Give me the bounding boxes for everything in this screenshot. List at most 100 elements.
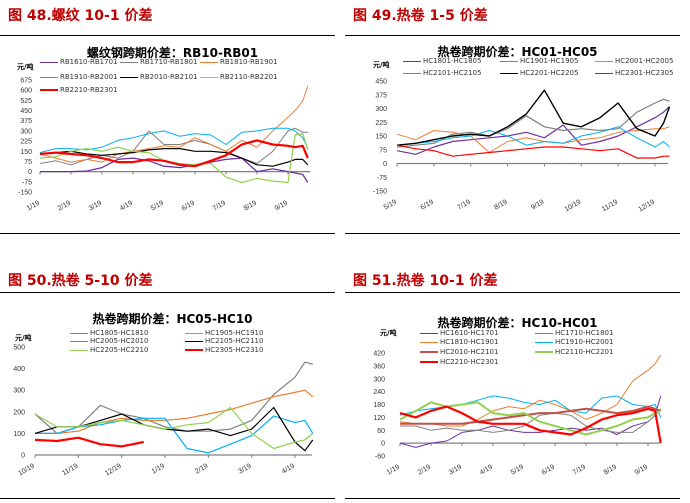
series-line-rb2010-rb2101 — [39, 148, 309, 167]
legend-item: HC2201-HC2205 — [500, 69, 578, 77]
legend-label: HC2001-HC2005 — [615, 57, 674, 65]
legend-label: HC2105-HC2110 — [205, 337, 264, 345]
legend-swatch — [40, 61, 58, 63]
y-tick-label: 0 — [28, 169, 32, 176]
series-line-hc1801-hc1805 — [396, 106, 670, 155]
y-tick-label: 300 — [20, 128, 32, 135]
legend-item: HC1801-HC1805 — [403, 57, 481, 65]
legend-label: HC1610-HC1701 — [440, 329, 499, 337]
legend-label: RB1810-RB1901 — [220, 58, 278, 66]
legend-label: HC1901-HC1905 — [520, 57, 579, 65]
legend-swatch — [40, 76, 58, 78]
x-tick-label: 11/19 — [61, 463, 79, 478]
legend-item: RB1710-RB1801 — [120, 58, 198, 66]
chart-panel-4: 图 51.热卷 10-1 价差 热卷跨期价差：HC10-HC01 元/吨 HC1610… — [345, 0, 690, 503]
legend-label: RB1910-RB2001 — [60, 73, 118, 81]
legend-label: HC1801-HC1805 — [423, 57, 482, 65]
legend-item: RB2110-RB2201 — [200, 73, 278, 81]
chart-title: 热卷跨期价差：HC10-HC01 — [437, 316, 598, 330]
y-tick-label: 225 — [375, 120, 387, 127]
y-tick-label: 300 — [373, 376, 385, 383]
bottom-rule — [345, 233, 680, 234]
legend-swatch — [70, 349, 88, 351]
legend-label: HC1910-HC2001 — [555, 338, 614, 346]
bottom-rule — [0, 233, 335, 234]
y-axis-unit: 元/吨 — [15, 334, 32, 342]
y-tick-label: 100 — [13, 431, 25, 438]
legend-swatch — [500, 72, 518, 74]
bottom-rule — [0, 498, 335, 499]
y-axis-unit: 元/吨 — [380, 329, 397, 337]
y-tick-label: 450 — [20, 108, 32, 115]
y-tick-label: 500 — [13, 345, 25, 352]
legend-label: HC2101-HC2105 — [423, 69, 482, 77]
legend-label: HC2305-HC2310 — [205, 346, 264, 354]
figure-caption: 图 49.热卷 1-5 价差 — [353, 8, 488, 24]
legend-swatch — [200, 76, 218, 78]
chart-panel-3: 图 50.热卷 5-10 价差热卷跨期价差：HC05-HC10 元/吨 HC1805… — [0, 273, 335, 499]
x-tick-label: 12/19 — [104, 463, 123, 478]
legend-item: HC2301-HC2305 — [595, 69, 673, 77]
series-line-hc1610-hc1701 — [399, 395, 662, 448]
x-tick-label: 1/19 — [386, 464, 401, 477]
chart-title: 热卷跨期价差：HC05-HC10 — [92, 312, 253, 326]
bottom-rule — [345, 498, 680, 499]
y-tick-label: 120 — [373, 415, 385, 422]
x-tick-label: 10/19 — [17, 463, 36, 478]
y-tick-label: 300 — [13, 388, 25, 395]
y-tick-label: 75 — [24, 159, 32, 166]
y-tick-label: 75 — [379, 147, 387, 154]
series-line-rb2210-rb2301 — [39, 139, 309, 168]
legend-label: RB2210-RB2301 — [60, 86, 118, 94]
legend-item: HC1901-HC1905 — [500, 57, 578, 65]
legend-swatch — [500, 60, 518, 62]
legend-item: HC2105-HC2110 — [185, 337, 263, 345]
legend-swatch — [420, 332, 438, 334]
legend-swatch — [200, 61, 218, 63]
series-line-hc2301-hc2305 — [396, 144, 670, 159]
top-rule — [0, 292, 335, 293]
legend-label: HC2301-HC2305 — [615, 69, 674, 77]
chart-panel-2: 图 49.热卷 1-5 价差 热卷跨期价差：HC01-HC05 元/吨 HC1801-… — [345, 0, 690, 503]
legend-item: RB1810-RB1901 — [200, 58, 278, 66]
legend-item: HC2205-HC2210 — [70, 346, 148, 354]
series-line-hc2105-hc2110 — [34, 406, 314, 452]
series-line-hc1905-hc1910 — [35, 389, 314, 434]
y-tick-label: 150 — [20, 149, 32, 156]
legend-label: RB1710-RB1801 — [140, 58, 198, 66]
legend-swatch — [185, 349, 203, 351]
legend-swatch — [403, 60, 421, 62]
y-axis-unit: 元/吨 — [17, 63, 34, 71]
y-tick-label: 450 — [375, 79, 387, 86]
y-tick-label: 420 — [373, 351, 385, 358]
legend-swatch — [70, 340, 88, 342]
y-tick-label: 375 — [375, 92, 387, 99]
chart-plot: -60 0 60 120 180 240 300 360 420 1/19 2/19 3/19 4/19… — [373, 351, 662, 477]
y-tick-label: 150 — [375, 134, 387, 141]
legend-swatch — [535, 341, 553, 343]
legend-label: HC2205-HC2210 — [90, 346, 149, 354]
x-tick-label: 3/19 — [237, 463, 252, 476]
legend-item: RB1610-RB1701 — [40, 58, 118, 66]
legend-item: HC2110-HC2201 — [535, 348, 613, 356]
legend-swatch — [70, 332, 88, 334]
legend-item: RB2210-RB2301 — [40, 86, 118, 94]
y-tick-label: 240 — [373, 389, 385, 396]
figure-caption: 图 50.热卷 5-10 价差 — [8, 273, 153, 289]
legend-label: HC1905-HC1910 — [205, 329, 264, 337]
chart-title: 螺纹钢跨期价差：RB10-RB01 — [86, 46, 259, 60]
legend-item: HC1610-HC1701 — [420, 329, 498, 337]
y-tick-label: -150 — [18, 190, 32, 197]
legend-label: RB2010-RB2101 — [140, 73, 198, 81]
series-line-hc2201-hc2205 — [396, 89, 671, 146]
x-tick-label: 5/19 — [510, 464, 525, 477]
y-tick-label: -75 — [377, 175, 387, 182]
series-line-hc2005-hc2010 — [35, 415, 314, 454]
y-tick-label: -75 — [22, 179, 32, 186]
y-tick-label: 300 — [375, 106, 387, 113]
x-tick-label: 6/19 — [541, 464, 556, 477]
legend-swatch — [595, 60, 613, 62]
series-line-hc1810-hc1901 — [399, 354, 662, 427]
legend-item: HC1805-HC1810 — [70, 329, 148, 337]
